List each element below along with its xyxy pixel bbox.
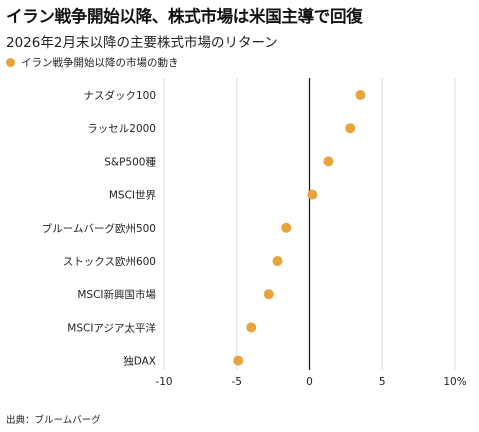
category-label: 独DAX: [123, 355, 156, 368]
data-point: [345, 123, 356, 134]
x-tick-label: -10: [155, 376, 172, 388]
legend-label: イラン戦争開始以降の市場の動き: [21, 57, 179, 69]
source-note: 出典：ブルームバーグ: [6, 415, 101, 426]
data-point: [281, 222, 292, 233]
chart-title: イラン戦争開始以降、株式市場は米国主導で回復: [6, 7, 363, 26]
x-tick-label: 5: [379, 376, 386, 388]
chart-subtitle: 2026年2月末以降の主要株式市場のリターン: [6, 35, 278, 51]
category-label: S&P500種: [104, 155, 156, 168]
x-tick-label: 0: [306, 376, 313, 388]
category-label: MSCIアジア太平洋: [67, 321, 156, 334]
legend: イラン戦争開始以降の市場の動き: [6, 55, 179, 70]
dot-plot-chart: -10 -5 0 5 10% ナスダック100 ラッセル2000 S&P500種 MSCI世界ブ…: [42, 78, 467, 388]
category-label: ストックス欧州600: [63, 256, 156, 268]
category-label: MSCI新興国市場: [77, 288, 156, 301]
legend-dot-icon: [6, 58, 15, 67]
data-point: [246, 322, 257, 333]
data-point: [355, 90, 366, 100]
data-point: [272, 256, 283, 266]
data-point: [233, 355, 244, 366]
category-label: ナスダック100: [83, 89, 156, 102]
category-label: MSCI世界: [109, 190, 157, 202]
x-tick-label: -5: [232, 376, 242, 388]
data-point: [323, 156, 334, 167]
data-point: [263, 289, 274, 300]
category-label: ブルームバーグ欧州500: [42, 222, 156, 235]
category-label: ラッセル2000: [87, 123, 156, 135]
x-tick-label: 10%: [443, 376, 466, 388]
data-point: [307, 189, 318, 200]
